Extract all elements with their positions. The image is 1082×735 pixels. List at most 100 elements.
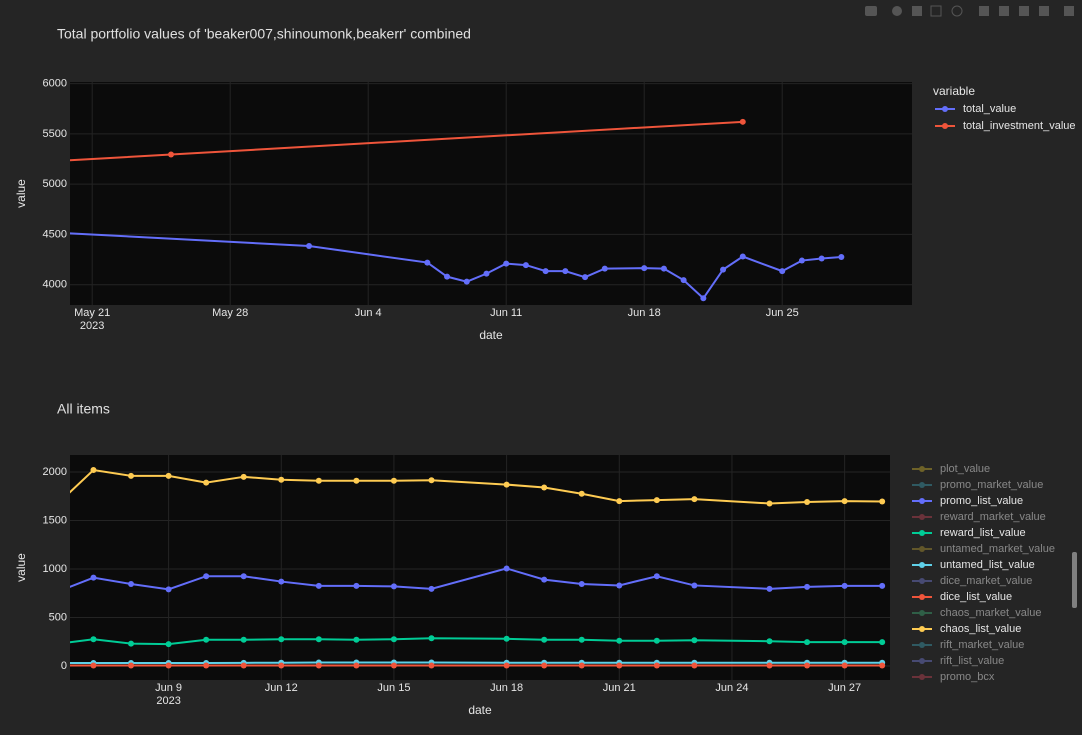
legend-item[interactable]: promo_market_value	[912, 479, 1043, 491]
x-tick-label: Jun 25	[766, 307, 799, 319]
marker	[841, 582, 848, 589]
legend-item[interactable]: chaos_list_value	[912, 623, 1021, 635]
legend-label: untamed_list_value	[940, 559, 1035, 571]
marker	[818, 255, 825, 262]
legend-item[interactable]: dice_list_value	[912, 591, 1012, 603]
x-tick-label: Jun 27	[828, 682, 861, 694]
marker	[353, 636, 360, 643]
y-axis-label: value	[14, 553, 28, 582]
zoom-in-icon[interactable]	[979, 6, 989, 16]
legend-item[interactable]: promo_list_value	[912, 495, 1023, 507]
marker	[240, 473, 247, 480]
legend-item[interactable]: total_investment_value	[935, 120, 1076, 132]
marker	[653, 497, 660, 504]
legend-label: reward_list_value	[940, 527, 1026, 539]
marker	[641, 265, 648, 272]
pan-icon[interactable]	[912, 6, 922, 16]
legend-marker	[919, 498, 925, 504]
x-axis-label: date	[479, 328, 503, 342]
marker	[165, 586, 172, 593]
x-tick-label: Jun 24	[715, 682, 748, 694]
chart-title: All items	[57, 401, 110, 417]
legend-marker	[919, 562, 925, 568]
legend-item[interactable]: untamed_market_value	[912, 543, 1055, 555]
legend-item[interactable]: untamed_list_value	[912, 559, 1035, 571]
legend-scrollbar[interactable]	[1072, 552, 1077, 608]
x-tick-label: Jun 15	[377, 682, 410, 694]
legend-marker	[919, 546, 925, 552]
marker	[804, 583, 811, 590]
marker	[503, 635, 510, 642]
plot-area	[70, 455, 890, 680]
marker	[128, 580, 135, 587]
legend-item[interactable]: reward_list_value	[912, 527, 1026, 539]
x-tick-label: Jun 18	[628, 307, 661, 319]
marker	[503, 565, 510, 572]
marker	[278, 578, 285, 585]
plotly-logo[interactable]	[1064, 6, 1074, 16]
marker	[444, 273, 451, 280]
legend-item[interactable]: promo_bcx	[912, 671, 995, 683]
marker	[483, 270, 490, 277]
marker	[390, 477, 397, 484]
marker	[315, 582, 322, 589]
select-icon[interactable]	[930, 5, 942, 17]
marker	[168, 151, 175, 158]
marker	[879, 639, 886, 646]
legend-label: promo_market_value	[940, 479, 1043, 491]
y-tick-label: 4000	[43, 279, 67, 291]
series-line	[70, 232, 842, 300]
legend-marker	[919, 530, 925, 536]
marker	[90, 662, 97, 669]
reset-icon[interactable]	[1039, 6, 1049, 16]
marker	[616, 662, 623, 669]
marker	[616, 582, 623, 589]
marker	[779, 268, 786, 275]
legend-item[interactable]: rift_list_value	[912, 655, 1004, 667]
marker	[278, 662, 285, 669]
legend-label: chaos_market_value	[940, 607, 1042, 619]
zoom-out-icon[interactable]	[999, 6, 1009, 16]
marker	[278, 636, 285, 643]
legend-item[interactable]: plot_value	[912, 463, 990, 475]
marker	[240, 636, 247, 643]
marker	[428, 477, 435, 484]
marker	[53, 589, 59, 595]
plot-layer	[53, 467, 886, 669]
marker	[691, 637, 698, 644]
zoom-icon[interactable]	[892, 6, 902, 16]
marker	[424, 259, 431, 266]
marker	[53, 502, 59, 508]
marker	[578, 636, 585, 643]
y-tick-label: 5500	[43, 128, 67, 140]
marker	[315, 636, 322, 643]
autoscale-icon[interactable]	[1019, 6, 1029, 16]
marker	[128, 662, 135, 669]
marker	[766, 662, 773, 669]
marker	[582, 274, 589, 281]
marker	[390, 583, 397, 590]
legend-marker	[942, 106, 948, 112]
marker	[50, 158, 56, 164]
x-tick-label: Jun 12	[265, 682, 298, 694]
x-tick-label: Jun 11	[490, 307, 522, 319]
marker	[691, 662, 698, 669]
legend-item[interactable]: rift_market_value	[912, 639, 1024, 651]
marker	[503, 260, 510, 267]
legend-marker	[919, 642, 925, 648]
marker	[522, 262, 529, 269]
legend-item[interactable]: total_value	[935, 103, 1016, 115]
marker	[428, 635, 435, 642]
marker	[766, 585, 773, 592]
x-tick-label: May 28	[212, 307, 248, 319]
legend-item[interactable]: chaos_market_value	[912, 607, 1042, 619]
marker	[240, 573, 247, 580]
legend-item[interactable]: dice_market_value	[912, 575, 1032, 587]
legend-marker	[942, 123, 948, 129]
marker	[541, 636, 548, 643]
x-tick-label: Jun 18	[490, 682, 523, 694]
legend-item[interactable]: reward_market_value	[912, 511, 1046, 523]
camera-icon[interactable]	[865, 6, 877, 16]
lasso-icon[interactable]	[951, 5, 963, 17]
marker	[90, 574, 97, 581]
